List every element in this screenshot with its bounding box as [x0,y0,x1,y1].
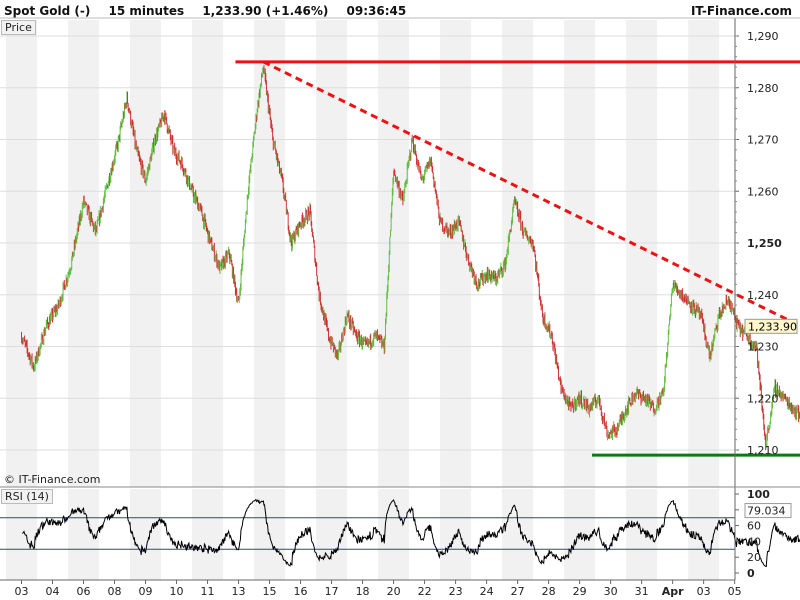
rsi-panel-label: RSI (14) [1,489,53,504]
x-tick-label: 09 [139,585,153,598]
x-tick-label: 28 [542,585,556,598]
y-tick-label: 1,240 [747,289,779,302]
rsi-tick-label: 20 [747,551,761,564]
day-stripe [316,20,348,487]
x-tick-label: 06 [77,585,91,598]
day-stripe [254,20,286,487]
x-tick-label: 22 [418,585,432,598]
x-tick-label: 05 [728,585,742,598]
x-tick-label: 23 [449,585,463,598]
day-stripe [502,489,534,580]
copyright-label: © IT-Finance.com [4,473,101,486]
day-stripe [130,489,162,580]
day-stripe [68,489,100,580]
rsi-tick-label: 60 [747,520,761,533]
price-series [21,64,800,451]
x-tick-label: 31 [635,585,649,598]
x-tick-label: 03 [15,585,29,598]
day-stripe [564,20,596,487]
x-tick-label: 15 [263,585,277,598]
x-tick-label: 03 [697,585,711,598]
y-tick-label: 1,230 [747,341,779,354]
x-tick-label: 18 [356,585,370,598]
time-label: 09:36:45 [346,4,407,18]
x-tick-label: 20 [387,585,401,598]
x-tick-label: Apr [662,585,684,598]
day-stripe [6,489,38,580]
day-stripe [378,20,410,487]
interval-label: 15 minutes [108,4,185,18]
x-tick-label: 24 [480,585,494,598]
descending-trend-line [262,60,800,328]
x-tick-label: 13 [232,585,246,598]
y-tick-label: 1,270 [747,134,779,147]
rsi-line [22,498,800,568]
x-tick-label: 04 [46,585,60,598]
y-tick-label: 1,220 [747,392,779,405]
last-price-tag-text: 1,233.90 [748,320,797,333]
day-stripe [192,20,224,487]
day-stripe [192,489,224,580]
x-tick-label: 17 [325,585,339,598]
y-tick-label: 1,260 [747,185,779,198]
price-panel-label: Price [1,20,36,35]
rsi-value-tag [744,503,792,519]
last-price-label: 1,233.90 (+1.46%) [202,4,329,18]
rsi-tick-label: 40 [747,535,761,548]
x-tick-label: 29 [573,585,587,598]
trend-lines [235,60,800,457]
day-stripe [688,20,720,487]
rsi-value-text: 79.034 [747,505,786,518]
price-gridlines [0,35,735,451]
x-tick-label: 11 [201,585,215,598]
y-tick-label: 1,280 [747,82,779,95]
day-stripes [6,20,720,580]
symbol-label: Spot Gold (-) [4,4,91,18]
day-stripe [6,20,38,487]
y-tick-label: 1,250 [747,237,782,250]
x-ticks: 03 04 06 08 09 10 11 13 15 16 17 18 20 22 23 24 27 28 29 30… [15,580,742,598]
x-tick-label: 30 [604,585,618,598]
brand-label: IT-Finance.com [690,4,792,18]
rsi-tick-label: 100 [747,488,770,501]
chart-header: Spot Gold (-) 15 minutes 1,233.90 (+1.46… [4,4,420,18]
last-price-tag [744,318,798,334]
rsi-tick-label: 0 [747,567,755,580]
y-tick-label: 1,210 [747,444,779,457]
axes: 1,233.90 [0,17,800,581]
rsi-y-ticks: 10080604020079.034 [735,488,792,580]
x-tick-label: 16 [294,585,308,598]
day-stripe [130,20,162,487]
x-tick-label: 27 [511,585,525,598]
price-y-ticks: 1,290 1,280 1,270 1,260 1,250 1,240 1,230 1,220… [735,30,782,457]
day-stripe [378,489,410,580]
x-tick-label: 08 [108,585,122,598]
rsi-panel [0,498,800,568]
x-tick-label: 10 [170,585,184,598]
y-tick-label: 1,290 [747,30,779,43]
